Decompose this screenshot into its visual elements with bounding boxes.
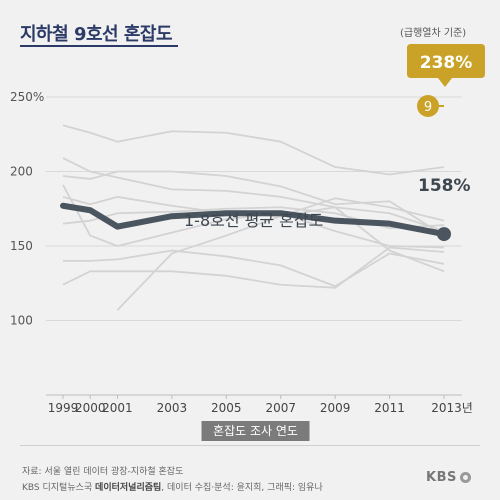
line9-badge	[417, 95, 439, 117]
express-note: (급행열차 기준)	[400, 28, 467, 39]
background-series-line	[62, 246, 445, 289]
credit-team: 데이터저널리즘팀	[95, 483, 162, 493]
x-tick-label: 2001	[102, 401, 133, 415]
background-series-line	[62, 184, 445, 249]
line9-value-label: 238%	[420, 53, 473, 73]
y-tick-label: 100	[10, 314, 33, 328]
kbs-logo-text: KBS	[426, 470, 457, 485]
page-title: 지하철 9호선 혼잡도	[20, 24, 173, 45]
x-axis-label-badge	[201, 421, 310, 441]
background-series-line	[62, 170, 445, 237]
x-tick-label: 2007	[265, 401, 296, 415]
background-series-line	[63, 249, 445, 288]
x-tick-label: 2013년	[431, 401, 473, 415]
average-series-endpoint	[437, 227, 451, 242]
background-series-line	[62, 157, 445, 232]
y-tick-label: 150	[10, 239, 33, 253]
line9-value-callout	[407, 44, 485, 87]
average-series-line	[60, 202, 447, 238]
x-tick-label: 1999	[48, 401, 79, 415]
credit-rest: , 데이터 수집·분석: 윤지희, 그래픽: 임유나	[161, 483, 323, 493]
x-tick-label: 2005	[211, 401, 242, 415]
x-axis-label: 혼잡도 조사 연도	[213, 424, 298, 438]
source-note: 자료: 서울 열린 데이터 광장-지하철 혼잡도	[22, 467, 184, 477]
x-tick-label: 2003	[157, 401, 188, 415]
average-end-label: 158%	[418, 176, 471, 196]
title-underline	[20, 45, 178, 47]
x-tick-label: 2009	[320, 401, 351, 415]
credit-prefix: KBS 디지털뉴스국	[22, 483, 96, 493]
background-series-line	[62, 124, 445, 176]
x-tick-label: 2000	[75, 401, 106, 415]
line9-badge-label: 9	[424, 100, 432, 115]
average-series-name: 1-8호선 평균 혼잡도	[184, 211, 323, 230]
y-tick-label: 200	[10, 165, 33, 179]
y-tick-label: 250%	[10, 90, 44, 104]
footer-divider	[20, 445, 480, 446]
x-tick-label: 2011	[374, 401, 405, 415]
credit-note: KBS 디지털뉴스국 데이터저널리즘팀, 데이터 수집·분석: 윤지희, 그래픽…	[22, 480, 323, 493]
kbs-logo: KBS	[426, 470, 471, 485]
kbs-logo-mark	[459, 472, 471, 483]
